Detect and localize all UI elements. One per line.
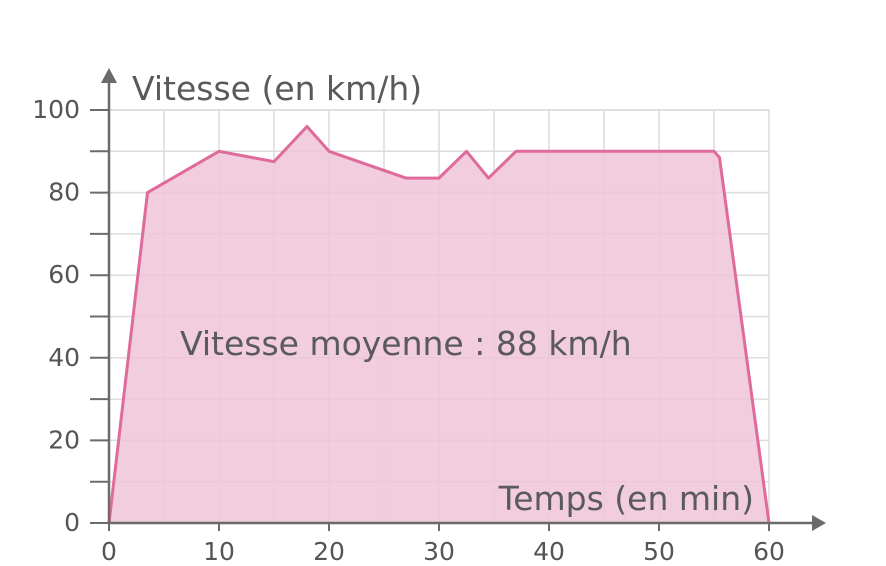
y-tick-label: 40 — [48, 343, 80, 372]
x-axis-title: Temps (en min) — [498, 479, 754, 518]
x-tick-label: 20 — [313, 537, 345, 566]
speed-series-line — [107, 125, 771, 524]
y-tick-label: 0 — [64, 508, 80, 537]
y-tick-label: 100 — [32, 95, 80, 124]
x-tick-label: 40 — [533, 537, 565, 566]
x-tick-label: 10 — [203, 537, 235, 566]
y-tick-label: 20 — [48, 425, 80, 454]
average-speed-annotation: Vitesse moyenne : 88 km/h — [180, 324, 632, 363]
y-tick-label: 60 — [48, 260, 80, 289]
y-axis-title: Vitesse (en km/h) — [132, 69, 422, 108]
x-tick-label: 30 — [423, 537, 455, 566]
y-axis-arrow-icon — [101, 68, 117, 83]
x-tick-label: 0 — [101, 537, 117, 566]
y-tick-label: 80 — [48, 178, 80, 207]
tick-labels: 0 20 40 60 80 100 0 10 20 30 40 50 60 — [32, 95, 785, 566]
speed-area-fill — [109, 126, 769, 523]
x-tick-label: 50 — [643, 537, 675, 566]
x-axis-arrow-icon — [812, 515, 826, 531]
x-tick-label: 60 — [753, 537, 785, 566]
axes — [101, 68, 826, 531]
